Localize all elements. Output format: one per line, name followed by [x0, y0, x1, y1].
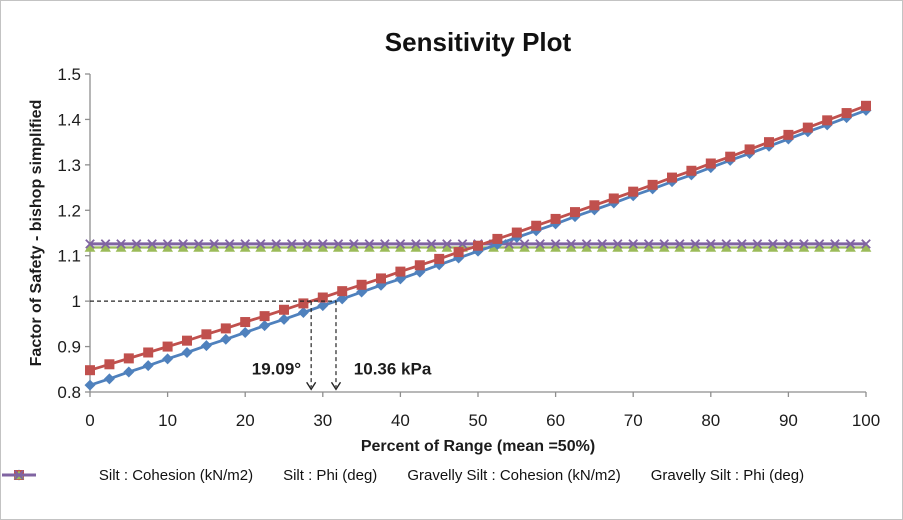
- annotation-phi-label: 19.09°: [252, 360, 302, 379]
- x-axis-title: Percent of Range (mean =50%): [361, 438, 595, 455]
- x-tick-label: 60: [546, 411, 565, 430]
- x-tick-label: 80: [701, 411, 720, 430]
- annotation-layer: [90, 300, 342, 391]
- series-layer: [84, 100, 872, 391]
- legend-label: Gravelly Silt : Phi (deg): [650, 467, 805, 484]
- series-square: [85, 100, 871, 376]
- legend-item: Gravelly Silt : Cohesion (kN/m2): [2, 467, 621, 484]
- x-tick-label: 70: [624, 411, 643, 430]
- y-tick-label: 1: [72, 292, 81, 311]
- series-x: [85, 239, 871, 249]
- chart-title: Sensitivity Plot: [384, 27, 572, 57]
- legend-item: Silt : Cohesion (kN/m2): [2, 467, 254, 484]
- annotation-cohesion-label: 10.36 kPa: [354, 360, 432, 379]
- axes: 0.8 0.9 1 1.1 1.2 1.3 1.4 1.5 0 10 20 30 40 50 60 70 80 9…: [57, 65, 880, 430]
- legend-label: Gravelly Silt : Cohesion (kN/m2): [407, 467, 621, 484]
- legend: Silt : Cohesion (kN/m2) Silt : Phi (deg) G…: [1, 467, 902, 484]
- y-tick-label: 1.5: [57, 65, 81, 84]
- y-tick-label: 1.1: [57, 247, 81, 266]
- x-tick-label: 0: [85, 411, 94, 430]
- legend-label: Silt : Phi (deg): [283, 467, 378, 484]
- legend-marker-x: [2, 470, 36, 480]
- x-tick-label: 50: [469, 411, 488, 430]
- y-tick-label: 1.3: [57, 156, 81, 175]
- y-tick-label: 1.2: [57, 201, 81, 220]
- x-tick-label: 40: [391, 411, 410, 430]
- y-tick-label: 1.4: [57, 110, 81, 129]
- legend-item: Gravelly Silt : Phi (deg): [2, 467, 805, 484]
- y-tick-label: 0.8: [57, 383, 81, 402]
- y-tick-label: 0.9: [57, 338, 81, 357]
- legend-label: Silt : Cohesion (kN/m2): [98, 467, 254, 484]
- x-tick-label: 10: [158, 411, 177, 430]
- legend-item: Silt : Phi (deg): [2, 467, 378, 484]
- x-tick-label: 30: [313, 411, 332, 430]
- x-tick-label: 90: [779, 411, 798, 430]
- x-tick-label: 20: [236, 411, 255, 430]
- y-axis-title: Factor of Safety - bishop simplified: [28, 100, 45, 367]
- x-tick-label: 100: [852, 411, 880, 430]
